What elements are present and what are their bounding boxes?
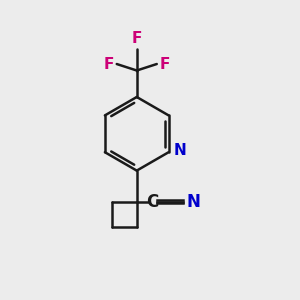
- Text: F: F: [160, 56, 170, 71]
- Text: F: F: [103, 56, 114, 71]
- Text: N: N: [187, 193, 201, 211]
- Text: N: N: [174, 143, 187, 158]
- Text: C: C: [146, 193, 158, 211]
- Text: F: F: [132, 32, 142, 46]
